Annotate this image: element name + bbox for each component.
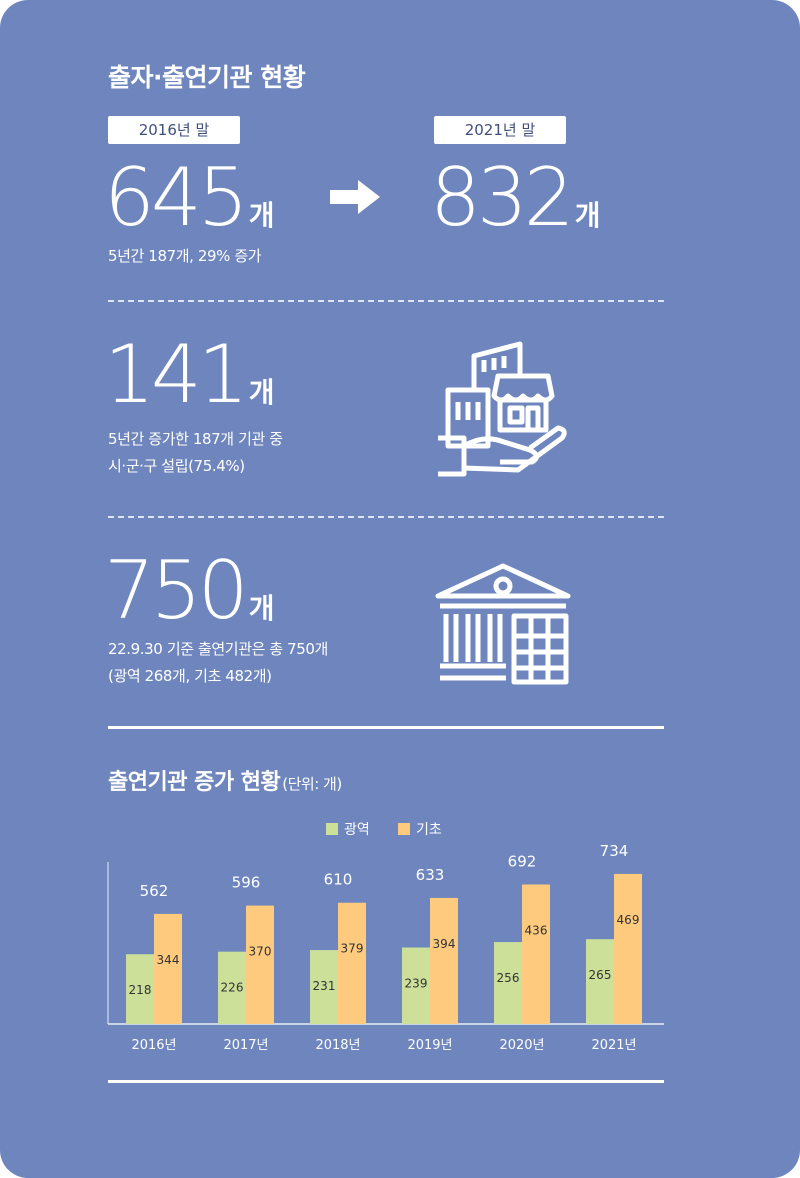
- x-tick-2019년: 2019년: [407, 1038, 452, 1053]
- bar-chart: 광역 기초 218 344 562 2016년 226 370 596 2017년 231 379 61…: [107, 822, 664, 1053]
- value-label-광역-2020년: 256: [497, 971, 520, 985]
- stat-750-line2: (광역 268개, 기초 482개): [108, 667, 272, 685]
- bar-기초-2017년: [246, 905, 274, 1024]
- count-2016: 645 개: [104, 158, 274, 256]
- value-label-기초-2016년: 344: [157, 953, 180, 967]
- bar-기초-2021년: [614, 873, 642, 1024]
- count-2016-value: 645: [104, 151, 249, 244]
- chart-title: 출연기관 증가 현황 (단위: 개): [108, 764, 342, 796]
- bar-광역-2018년: [310, 950, 338, 1024]
- value-label-광역-2019년: 239: [405, 977, 428, 991]
- total-label-2017년: 596: [232, 874, 261, 892]
- stat-141-line2: 시·군·구 설립(75.4%): [108, 457, 245, 475]
- stat-750-line1: 22.9.30 기준 출연기관은 총 750개: [108, 640, 328, 658]
- legend-label-1: 기초: [416, 822, 442, 838]
- total-label-2018년: 610: [324, 871, 353, 889]
- buildings-in-hand-icon: [438, 341, 567, 477]
- bar-기초-2018년: [338, 902, 366, 1024]
- stat-141-value: 141: [104, 328, 249, 421]
- total-label-2016년: 562: [140, 882, 169, 900]
- value-label-기초-2017년: 370: [249, 945, 272, 959]
- stat-141-line1: 5년간 증가한 187개 기관 중: [108, 430, 283, 448]
- chart-unit-note: (단위: 개): [282, 775, 342, 793]
- value-label-기초-2020년: 436: [525, 923, 548, 937]
- institution-building-icon: [435, 563, 571, 685]
- page-title: 출자·출연기관 현황: [108, 63, 306, 92]
- total-label-2021년: 734: [600, 842, 629, 860]
- value-label-광역-2017년: 226: [221, 981, 244, 995]
- bar-광역-2016년: [126, 954, 154, 1024]
- count-2021: 832 개: [430, 158, 600, 256]
- divider-solid-2: [108, 1080, 664, 1083]
- stat-141-desc: 5년간 증가한 187개 기관 중 시·군·구 설립(75.4%): [108, 426, 283, 480]
- divider-dashed-1: [108, 300, 664, 302]
- x-tick-2018년: 2018년: [315, 1038, 360, 1053]
- stat-750-unit: 개: [248, 592, 275, 625]
- count-2021-unit: 개: [574, 199, 601, 232]
- bar-광역-2019년: [402, 947, 430, 1024]
- bar-기초-2016년: [154, 913, 182, 1024]
- bar-광역-2021년: [586, 939, 614, 1024]
- value-label-기초-2019년: 394: [433, 937, 456, 951]
- bar-광역-2017년: [218, 951, 246, 1024]
- stat-750-value: 750: [104, 544, 249, 637]
- year-badge-2021: 2021년 말: [434, 116, 566, 144]
- stat-141-unit: 개: [248, 376, 275, 409]
- year-badge-2016: 2016년 말: [108, 116, 240, 144]
- bar-기초-2020년: [522, 884, 550, 1024]
- x-tick-2016년: 2016년: [131, 1038, 176, 1053]
- x-tick-2021년: 2021년: [591, 1038, 636, 1053]
- count-2016-unit: 개: [248, 199, 275, 232]
- legend-swatch-0: [326, 823, 338, 835]
- value-label-기초-2021년: 469: [617, 913, 640, 927]
- value-label-광역-2016년: 218: [129, 983, 152, 997]
- chart-title-text: 출연기관 증가 현황: [108, 770, 281, 795]
- bar-광역-2020년: [494, 942, 522, 1024]
- value-label-광역-2021년: 265: [589, 968, 612, 982]
- divider-dashed-2: [108, 516, 664, 518]
- arrow-right-icon: [330, 180, 380, 214]
- stat-750: 750 개: [104, 551, 274, 649]
- count-2021-value: 832: [430, 151, 575, 244]
- x-tick-2017년: 2017년: [223, 1038, 268, 1053]
- stat-141: 141 개: [104, 335, 274, 433]
- bar-기초-2019년: [430, 897, 458, 1024]
- value-label-기초-2018년: 379: [341, 942, 364, 956]
- legend-swatch-1: [398, 823, 410, 835]
- legend-label-0: 광역: [344, 822, 370, 838]
- stat-750-desc: 22.9.30 기준 출연기관은 총 750개 (광역 268개, 기초 482…: [108, 636, 328, 690]
- x-tick-2020년: 2020년: [499, 1038, 544, 1053]
- growth-note: 5년간 187개, 29% 증가: [108, 247, 262, 265]
- divider-solid-1: [108, 726, 664, 729]
- total-label-2019년: 633: [416, 866, 445, 884]
- value-label-광역-2018년: 231: [313, 979, 336, 993]
- total-label-2020년: 692: [508, 852, 537, 870]
